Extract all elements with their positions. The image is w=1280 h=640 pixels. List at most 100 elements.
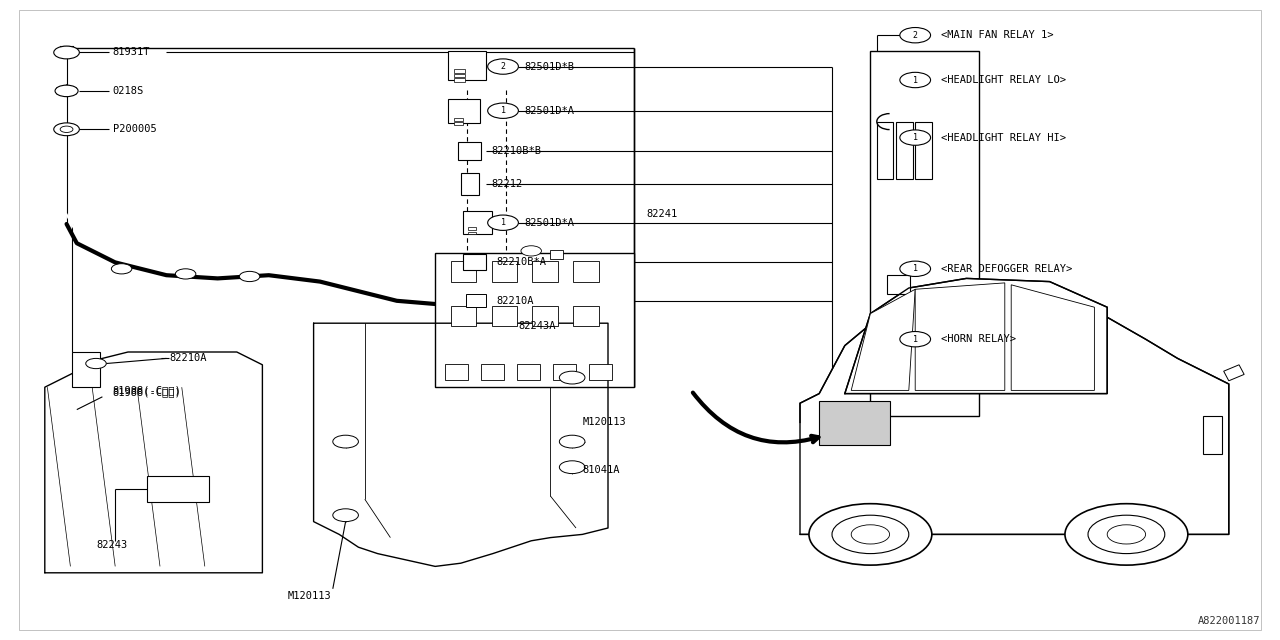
Bar xyxy=(915,122,932,179)
Bar xyxy=(887,333,910,352)
Bar xyxy=(468,227,476,230)
Circle shape xyxy=(175,269,196,279)
Text: 82210B*B: 82210B*B xyxy=(492,146,541,156)
Circle shape xyxy=(86,358,106,369)
Circle shape xyxy=(832,515,909,554)
Text: 1: 1 xyxy=(913,76,918,84)
Bar xyxy=(445,364,468,380)
Bar xyxy=(870,51,979,416)
Bar xyxy=(468,232,476,234)
Polygon shape xyxy=(800,301,1229,534)
Bar xyxy=(517,364,540,380)
Circle shape xyxy=(559,371,585,384)
Circle shape xyxy=(900,130,931,145)
Bar xyxy=(463,211,492,234)
Bar xyxy=(454,74,465,77)
Bar xyxy=(466,294,486,307)
Bar xyxy=(461,173,479,195)
Circle shape xyxy=(488,59,518,74)
Circle shape xyxy=(851,525,890,544)
Polygon shape xyxy=(845,278,1107,394)
Circle shape xyxy=(488,103,518,118)
Bar xyxy=(451,261,476,282)
Bar xyxy=(589,364,612,380)
Text: <HORN RELAY>: <HORN RELAY> xyxy=(941,334,1016,344)
Text: 1: 1 xyxy=(500,106,506,115)
Text: 81988(-C年改): 81988(-C年改) xyxy=(113,385,182,396)
Circle shape xyxy=(559,435,585,448)
Bar xyxy=(492,306,517,326)
Text: M120113: M120113 xyxy=(288,591,332,602)
Text: 1: 1 xyxy=(500,218,506,227)
Circle shape xyxy=(239,271,260,282)
Bar xyxy=(532,261,558,282)
Bar xyxy=(819,401,890,445)
Bar xyxy=(147,476,209,502)
Circle shape xyxy=(900,261,931,276)
Bar xyxy=(454,118,463,121)
Bar xyxy=(448,51,486,80)
Text: 82210A: 82210A xyxy=(169,353,206,364)
Bar xyxy=(448,99,480,123)
Polygon shape xyxy=(915,283,1005,390)
Bar xyxy=(877,122,893,179)
Text: A822001187: A822001187 xyxy=(1198,616,1261,626)
Circle shape xyxy=(333,509,358,522)
Text: <MAIN FAN RELAY 1>: <MAIN FAN RELAY 1> xyxy=(941,30,1053,40)
Polygon shape xyxy=(851,289,915,390)
Text: <HEADLIGHT RELAY LO>: <HEADLIGHT RELAY LO> xyxy=(941,75,1066,85)
Text: 1: 1 xyxy=(913,264,918,273)
Bar xyxy=(887,275,910,294)
Bar xyxy=(451,306,476,326)
Bar xyxy=(463,254,486,270)
Circle shape xyxy=(559,461,585,474)
Bar xyxy=(435,253,634,387)
Text: 82243: 82243 xyxy=(96,540,127,550)
Bar xyxy=(454,78,465,82)
Bar xyxy=(454,69,465,73)
Bar xyxy=(532,306,558,326)
Circle shape xyxy=(333,435,358,448)
Circle shape xyxy=(521,246,541,256)
Circle shape xyxy=(809,504,932,565)
Text: 81041A: 81041A xyxy=(582,465,620,476)
Bar xyxy=(896,122,913,179)
Bar xyxy=(481,364,504,380)
Polygon shape xyxy=(1011,285,1094,390)
Circle shape xyxy=(488,215,518,230)
Bar xyxy=(72,352,100,387)
Circle shape xyxy=(900,28,931,43)
Text: <REAR DEFOGGER RELAY>: <REAR DEFOGGER RELAY> xyxy=(941,264,1073,274)
Bar xyxy=(492,261,517,282)
Polygon shape xyxy=(1224,365,1244,381)
Text: M120113: M120113 xyxy=(582,417,626,428)
Circle shape xyxy=(1065,504,1188,565)
Text: 82241: 82241 xyxy=(646,209,677,220)
Circle shape xyxy=(900,332,931,347)
Text: 81931T: 81931T xyxy=(113,47,150,58)
Bar xyxy=(573,261,599,282)
Text: 81988(-C年改): 81988(-C年改) xyxy=(113,387,182,397)
Text: 82210B*A: 82210B*A xyxy=(497,257,547,268)
Text: 82501D*A: 82501D*A xyxy=(525,106,575,116)
Text: 0218S: 0218S xyxy=(113,86,143,96)
Bar xyxy=(550,250,563,259)
Circle shape xyxy=(54,46,79,59)
Text: P200005: P200005 xyxy=(113,124,156,134)
Text: 82501D*B: 82501D*B xyxy=(525,61,575,72)
Circle shape xyxy=(1088,515,1165,554)
Circle shape xyxy=(111,264,132,274)
Text: 2: 2 xyxy=(500,62,506,71)
Text: 82501D*A: 82501D*A xyxy=(525,218,575,228)
Circle shape xyxy=(54,123,79,136)
Text: 82210A: 82210A xyxy=(497,296,534,306)
Text: 2: 2 xyxy=(913,31,918,40)
Bar xyxy=(573,306,599,326)
Text: 82212: 82212 xyxy=(492,179,522,189)
Text: 1: 1 xyxy=(913,133,918,142)
Circle shape xyxy=(1107,525,1146,544)
Text: <HEADLIGHT RELAY HI>: <HEADLIGHT RELAY HI> xyxy=(941,132,1066,143)
Text: 1: 1 xyxy=(913,335,918,344)
Bar xyxy=(1203,416,1222,454)
Bar xyxy=(454,122,463,125)
